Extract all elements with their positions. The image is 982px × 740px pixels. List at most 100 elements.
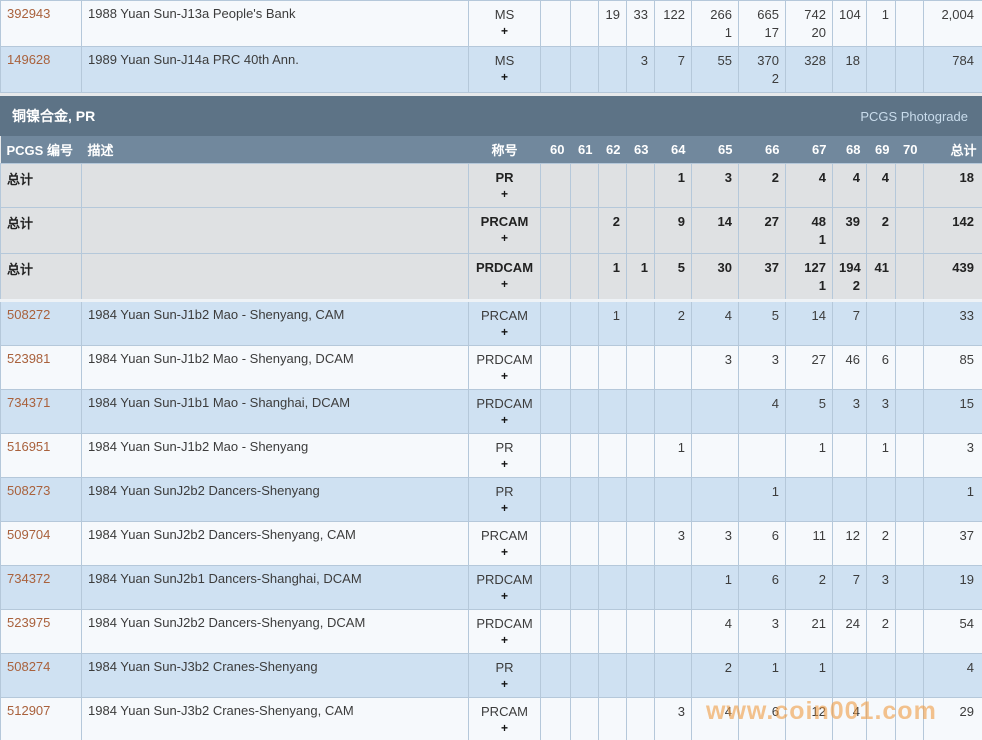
grade-62-count bbox=[598, 521, 627, 566]
total-count: 54 bbox=[923, 609, 982, 654]
column-header-grade-69: 69 bbox=[866, 136, 896, 164]
grade-60-count bbox=[540, 565, 571, 610]
grade-70-count bbox=[895, 521, 924, 566]
previous-section-rows: 392943 1988 Yuan Sun-J13a People's Bank MS… bbox=[0, 0, 982, 93]
table-row: 509704 1984 Yuan SunJ2b2 Dancers-Shenyang… bbox=[0, 521, 982, 566]
grade-65-count bbox=[691, 477, 739, 522]
grade-61-count bbox=[570, 565, 599, 610]
grade-61-count bbox=[570, 521, 599, 566]
grade-63-count: 1 bbox=[626, 253, 655, 302]
grade-68-count bbox=[832, 653, 867, 698]
population-table-wrap: PCGS 编号 描述 称号 60 61 62 63 64 65 66 67 68 69 70 总计 总计 PR… bbox=[0, 136, 982, 740]
grade-70-count bbox=[895, 389, 924, 434]
column-header-total: 总计 bbox=[923, 136, 982, 164]
grade-69-count bbox=[866, 46, 896, 93]
pcgs-number-cell: 508273 bbox=[0, 477, 82, 522]
grade-68-count: 4 bbox=[832, 697, 867, 740]
grade-69-count bbox=[866, 697, 896, 740]
pcgs-number-link[interactable]: 734372 bbox=[7, 571, 51, 586]
grade-61-count bbox=[570, 433, 599, 478]
grade-68-count: 7 bbox=[832, 565, 867, 610]
column-header-grade-63: 63 bbox=[626, 136, 655, 164]
total-count: 784 bbox=[923, 46, 982, 93]
table-row: 508272 1984 Yuan Sun-J1b2 Mao - Shenyang,… bbox=[0, 300, 982, 346]
coin-description: 1989 Yuan Sun-J14a PRC 40th Ann. bbox=[81, 46, 469, 93]
pcgs-number-link[interactable]: 149628 bbox=[7, 52, 51, 67]
grade-63-count bbox=[626, 697, 655, 740]
column-header-grade-68: 68 bbox=[832, 136, 867, 164]
designation-cell: PRDCAM + bbox=[468, 253, 541, 302]
coin-description: 1984 Yuan Sun-J3b2 Cranes-Shenyang bbox=[81, 653, 469, 698]
coin-description: 1988 Yuan Sun-J13a People's Bank bbox=[81, 0, 469, 47]
table-row: 508273 1984 Yuan SunJ2b2 Dancers-Shenyang… bbox=[0, 477, 982, 522]
grade-67-count: 4 bbox=[785, 163, 833, 208]
grade-63-count bbox=[626, 345, 655, 390]
pcgs-number-link[interactable]: 392943 bbox=[7, 6, 51, 21]
total-count: 29 bbox=[923, 697, 982, 740]
pcgs-number-link[interactable]: 512907 bbox=[7, 703, 51, 718]
grade-63-count bbox=[626, 477, 655, 522]
grade-66-count: 1 bbox=[738, 653, 786, 698]
grade-65-count: 14 bbox=[691, 207, 739, 254]
grade-60-count bbox=[540, 253, 571, 302]
grade-62-count bbox=[598, 163, 627, 208]
grade-67-count: 1 bbox=[785, 433, 833, 478]
grade-66-count: 3 bbox=[738, 345, 786, 390]
grade-65-count: 30 bbox=[691, 253, 739, 302]
grade-64-count: 5 bbox=[654, 253, 692, 302]
grade-69-count: 3 bbox=[866, 565, 896, 610]
grade-64-count: 1 bbox=[654, 163, 692, 208]
grade-60-count bbox=[540, 433, 571, 478]
total-count: 33 bbox=[923, 300, 982, 346]
grade-67-count: 12 bbox=[785, 697, 833, 740]
table-row: 523975 1984 Yuan SunJ2b2 Dancers-Shenyang… bbox=[0, 609, 982, 654]
grade-60-count bbox=[540, 609, 571, 654]
grade-60-count bbox=[540, 477, 571, 522]
photograde-link[interactable]: PCGS Photograde bbox=[860, 108, 968, 124]
grade-63-count bbox=[626, 609, 655, 654]
grade-61-count bbox=[570, 609, 599, 654]
grade-68-count: 104 bbox=[832, 0, 867, 47]
column-header-grade-61: 61 bbox=[570, 136, 599, 164]
pcgs-number-link[interactable]: 734371 bbox=[7, 395, 51, 410]
pcgs-number-cell: 734371 bbox=[0, 389, 82, 434]
grade-60-count bbox=[540, 0, 571, 47]
grade-62-count bbox=[598, 433, 627, 478]
grade-70-count bbox=[895, 653, 924, 698]
total-count: 4 bbox=[923, 653, 982, 698]
pcgs-number-link[interactable]: 508274 bbox=[7, 659, 51, 674]
grade-61-count bbox=[570, 697, 599, 740]
pcgs-number-link[interactable]: 509704 bbox=[7, 527, 51, 542]
grade-67-count: 1 bbox=[785, 653, 833, 698]
grade-61-count bbox=[570, 46, 599, 93]
grade-67-count: 11 bbox=[785, 521, 833, 566]
pcgs-number-link[interactable]: 523981 bbox=[7, 351, 51, 366]
designation-cell: PRDCAM + bbox=[468, 389, 541, 434]
grade-61-count bbox=[570, 0, 599, 47]
grade-62-count: 19 bbox=[598, 0, 627, 47]
grade-66-count: 37 bbox=[738, 253, 786, 302]
grade-67-count: 14 bbox=[785, 300, 833, 346]
grade-62-count bbox=[598, 653, 627, 698]
grade-68-count: 7 bbox=[832, 300, 867, 346]
pcgs-number-link[interactable]: 508272 bbox=[7, 307, 51, 322]
section-title: 铜镍合金, PR bbox=[12, 108, 96, 124]
grade-60-count bbox=[540, 521, 571, 566]
coin-description: 1984 Yuan SunJ2b1 Dancers-Shanghai, DCAM bbox=[81, 565, 469, 610]
pcgs-number-link[interactable]: 523975 bbox=[7, 615, 51, 630]
grade-61-count bbox=[570, 253, 599, 302]
grade-67-count: 742 20 bbox=[785, 0, 833, 47]
population-table: PCGS 编号 描述 称号 60 61 62 63 64 65 66 67 68 69 70 总计 总计 PR… bbox=[0, 136, 982, 740]
grade-65-count: 1 bbox=[691, 565, 739, 610]
pcgs-number-link[interactable]: 516951 bbox=[7, 439, 51, 454]
total-count: 1 bbox=[923, 477, 982, 522]
grade-67-count: 21 bbox=[785, 609, 833, 654]
designation-cell: PRDCAM + bbox=[468, 345, 541, 390]
grade-63-count bbox=[626, 565, 655, 610]
grade-69-count: 1 bbox=[866, 433, 896, 478]
grade-61-count bbox=[570, 477, 599, 522]
coin-description: 1984 Yuan Sun-J1b2 Mao - Shenyang, CAM bbox=[81, 300, 469, 346]
grade-65-count: 3 bbox=[691, 163, 739, 208]
pcgs-number-link[interactable]: 508273 bbox=[7, 483, 51, 498]
